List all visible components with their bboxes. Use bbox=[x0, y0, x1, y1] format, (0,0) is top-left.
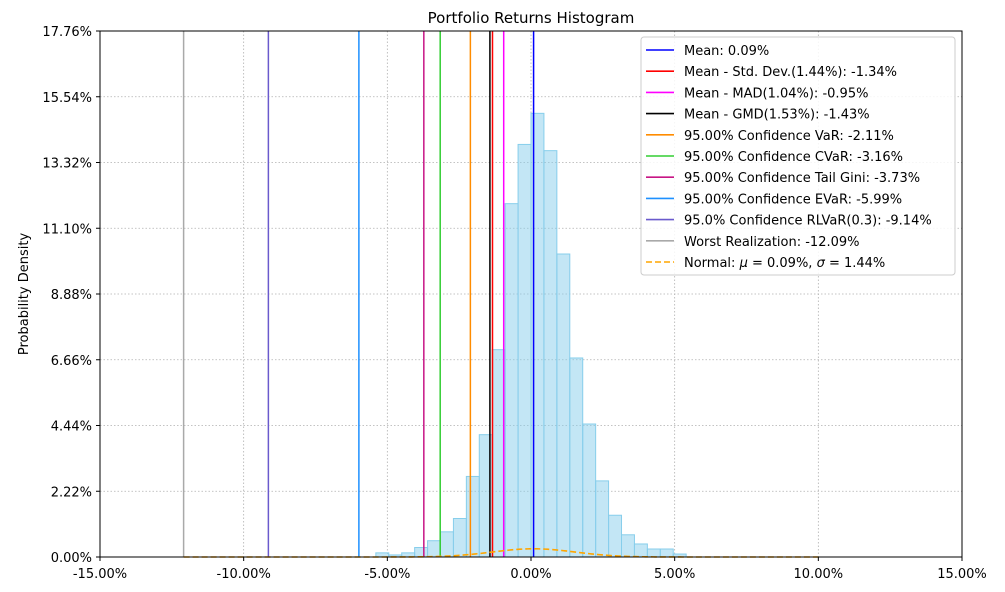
y-tick-label: 13.32% bbox=[42, 157, 92, 172]
histogram-bar bbox=[465, 475, 480, 558]
y-tick-label: 0.00% bbox=[51, 551, 92, 566]
x-tick-label: 15.00% bbox=[937, 567, 987, 582]
histogram-bar bbox=[595, 480, 610, 558]
histogram-bar bbox=[427, 540, 441, 558]
legend-label-part: σ bbox=[817, 256, 826, 271]
x-tick-label: 5.00% bbox=[654, 567, 695, 582]
histogram-bars bbox=[375, 112, 687, 558]
legend-label: Mean - MAD(1.04%): -0.95% bbox=[684, 86, 868, 101]
y-tick-label: 2.22% bbox=[51, 485, 92, 500]
histogram-bar bbox=[633, 543, 648, 558]
legend-label: Mean - Std. Dev.(1.44%): -1.34% bbox=[684, 65, 897, 80]
x-tick-label: 10.00% bbox=[794, 567, 844, 582]
x-tick-label: 0.00% bbox=[510, 567, 551, 582]
x-tick-label: -5.00% bbox=[364, 567, 410, 582]
legend-label-part: μ bbox=[739, 256, 748, 271]
x-axis-ticks: -15.00% -10.00% -5.00% 0.00% 5.00% 10.00% 15.0… bbox=[73, 557, 987, 582]
y-axis-ticks: 0.00% 2.22% 4.44% 6.66% 8.88% 11.10% 13.32% 15.… bbox=[42, 25, 100, 566]
legend-label: 95.00% Confidence Tail Gini: -3.73% bbox=[684, 171, 920, 186]
legend-label: 95.00% Confidence CVaR: -3.16% bbox=[684, 150, 903, 165]
legend-label-part: Normal: bbox=[684, 256, 740, 271]
legend-label: Worst Realization: -12.09% bbox=[684, 235, 860, 250]
histogram-bar bbox=[439, 531, 454, 558]
y-tick-label: 15.54% bbox=[42, 91, 92, 106]
y-tick-label: 4.44% bbox=[51, 420, 92, 435]
histogram-bar bbox=[608, 514, 623, 558]
histogram-bar bbox=[543, 150, 558, 558]
histogram-bar bbox=[646, 548, 661, 558]
y-axis-label: Probability Density bbox=[17, 233, 32, 356]
y-tick-label: 8.88% bbox=[51, 288, 92, 303]
y-tick-label: 17.76% bbox=[42, 25, 92, 40]
y-tick-label: 11.10% bbox=[42, 222, 92, 237]
legend-label-part: = 0.09%, bbox=[748, 256, 817, 271]
legend-label: 95.00% Confidence EVaR: -5.99% bbox=[684, 192, 902, 207]
legend: Mean: 0.09% Mean - Std. Dev.(1.44%): -1.3… bbox=[640, 36, 956, 276]
histogram-bar bbox=[414, 547, 429, 558]
histogram-bar bbox=[517, 143, 532, 558]
x-tick-label: -10.00% bbox=[217, 567, 271, 582]
histogram-bar bbox=[582, 423, 597, 558]
chart-title: Portfolio Returns Histogram bbox=[428, 9, 635, 27]
histogram-bar bbox=[569, 357, 584, 558]
legend-label: Mean: 0.09% bbox=[684, 44, 769, 59]
legend-label: 95.0% Confidence RLVaR(0.3): -9.14% bbox=[684, 214, 932, 229]
histogram-bar bbox=[556, 253, 571, 558]
histogram-bar bbox=[504, 203, 519, 558]
legend-label: Mean - GMD(1.53%): -1.43% bbox=[684, 108, 870, 123]
y-tick-label: 6.66% bbox=[51, 354, 92, 369]
risk-measure-lines bbox=[182, 31, 535, 557]
histogram-bar bbox=[621, 534, 635, 558]
legend-box bbox=[640, 36, 956, 276]
x-tick-label: -15.00% bbox=[73, 567, 127, 582]
normal-curve-layer bbox=[183, 547, 819, 558]
legend-label-part: = 1.44% bbox=[825, 256, 885, 271]
histogram-bar bbox=[659, 548, 674, 558]
legend-label: 95.00% Confidence VaR: -2.11% bbox=[684, 129, 894, 144]
histogram-bar bbox=[452, 517, 467, 558]
legend-label: Normal: μ = 0.09%, σ = 1.44% bbox=[684, 256, 885, 271]
normal-curve bbox=[183, 547, 819, 558]
